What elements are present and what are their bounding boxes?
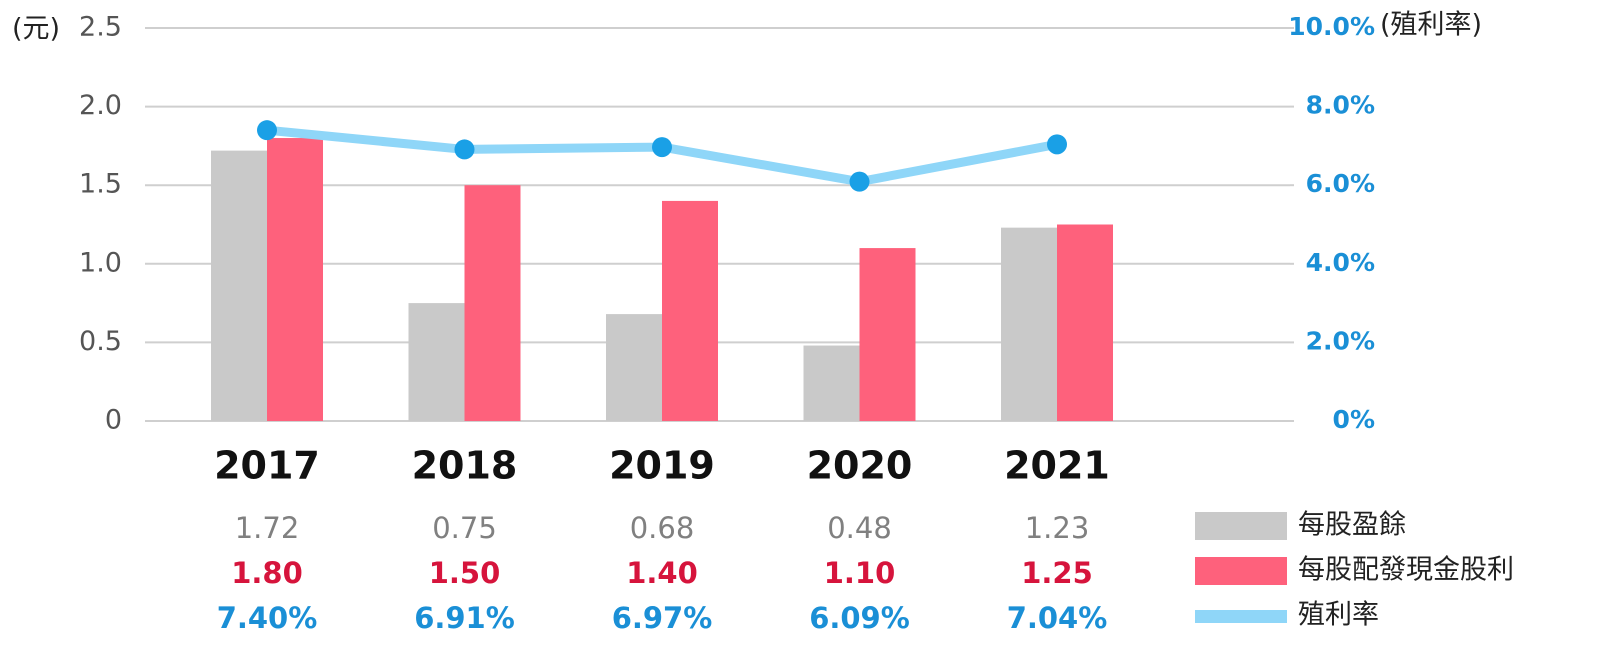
data-label: 1.80: [231, 556, 303, 590]
bar: [606, 314, 662, 421]
y2-tick-label: 2.0%: [1306, 326, 1375, 355]
data-label: 1.10: [824, 556, 896, 590]
data-label: 1.40: [626, 556, 698, 590]
line-point: [454, 139, 475, 160]
bar: [662, 200, 718, 421]
y-tick-label: 2.5: [79, 12, 122, 43]
legend-label: 殖利率: [1298, 600, 1379, 631]
bar: [859, 248, 916, 421]
data-label: 1.72: [235, 511, 300, 545]
y-tick-label: 1.5: [79, 169, 122, 200]
y2-axis-label: (殖利率): [1380, 10, 1482, 41]
bar: [267, 138, 323, 422]
y2-tick-label: 10.0%: [1288, 12, 1375, 41]
data-label: 0.75: [432, 511, 497, 545]
y-tick-label: 1.0: [79, 247, 122, 278]
x-tick-label: 2020: [807, 444, 913, 488]
legend-swatch: [1195, 610, 1287, 623]
y-tick-label: 0.5: [79, 326, 122, 357]
legend-swatch: [1195, 512, 1287, 540]
data-label: 1.25: [1021, 556, 1093, 590]
line-point: [1047, 134, 1067, 155]
y-tick-label: 2.0: [79, 90, 122, 121]
data-label: 1.50: [429, 556, 501, 590]
y-tick-label: 0: [105, 405, 122, 436]
line-point: [257, 120, 277, 141]
x-tick-label: 2019: [609, 444, 715, 488]
y2-tick-label: 8.0%: [1306, 91, 1375, 120]
x-tick-label: 2017: [214, 444, 320, 488]
y2-tick-label: 6.0%: [1306, 169, 1375, 198]
legend-swatch: [1195, 557, 1287, 585]
data-label: 0.48: [827, 511, 892, 545]
line-point: [652, 137, 672, 158]
data-label: 7.04%: [1007, 601, 1108, 635]
bar: [803, 345, 860, 421]
legend-label: 每股盈餘: [1298, 510, 1406, 541]
data-label: 7.40%: [217, 601, 318, 635]
bar: [464, 185, 521, 421]
data-label: 6.91%: [414, 601, 515, 635]
x-tick-label: 2021: [1004, 444, 1110, 488]
x-tick-label: 2018: [412, 444, 518, 488]
y2-tick-label: 4.0%: [1306, 248, 1375, 277]
bar: [1001, 227, 1057, 421]
bar: [211, 150, 267, 421]
y2-tick-label: 0%: [1333, 405, 1375, 434]
legend-label: 每股配發現金股利: [1298, 555, 1514, 586]
line-point: [849, 171, 870, 192]
y-axis-label: (元): [12, 14, 60, 45]
data-label: 6.97%: [612, 601, 713, 635]
bar: [408, 303, 465, 421]
data-label: 0.68: [630, 511, 695, 545]
data-label: 1.23: [1025, 511, 1090, 545]
data-label: 6.09%: [809, 601, 910, 635]
bar: [1057, 224, 1113, 421]
